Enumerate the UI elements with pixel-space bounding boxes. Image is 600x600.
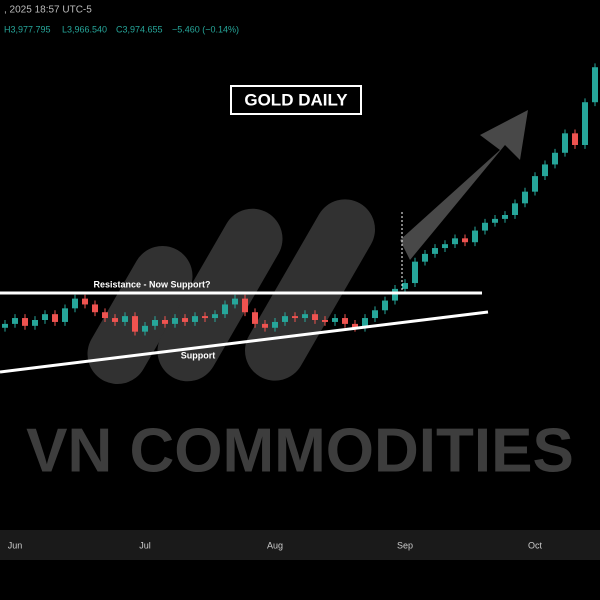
candle-body bbox=[252, 312, 258, 324]
candle-body bbox=[172, 318, 178, 324]
x-tick-label: Aug bbox=[267, 540, 283, 550]
candles bbox=[2, 63, 598, 336]
ohlc-close: C3,974.655 bbox=[116, 24, 163, 34]
candle-body bbox=[152, 320, 158, 326]
watermark: VN COMMODITIES bbox=[26, 416, 574, 485]
candle-body bbox=[12, 318, 18, 324]
candle-body bbox=[432, 248, 438, 254]
candle-body bbox=[442, 244, 448, 249]
candle-body bbox=[302, 314, 308, 319]
candle-body bbox=[562, 133, 568, 153]
candle-body bbox=[112, 318, 118, 322]
candle-body bbox=[132, 316, 138, 332]
x-axis-bar bbox=[0, 530, 600, 560]
candle-body bbox=[542, 164, 548, 177]
candle-body bbox=[242, 298, 248, 313]
candle-body bbox=[2, 323, 8, 328]
x-tick-label: Oct bbox=[528, 540, 543, 550]
candle-body bbox=[292, 316, 298, 319]
annotation: Resistance - Now Support? bbox=[93, 279, 210, 289]
candle-body bbox=[62, 308, 68, 322]
candle-body bbox=[222, 304, 228, 315]
candle-body bbox=[352, 323, 358, 328]
candle-body bbox=[212, 314, 218, 319]
candle-body bbox=[532, 176, 538, 192]
chart-title: GOLD DAILY bbox=[244, 90, 348, 109]
candle-body bbox=[482, 222, 488, 231]
title-box bbox=[230, 85, 362, 115]
candle-body bbox=[382, 300, 388, 311]
candle-body bbox=[362, 318, 368, 328]
candle-body bbox=[232, 298, 238, 305]
candle-body bbox=[32, 320, 38, 326]
candle-body bbox=[282, 316, 288, 322]
candle-body bbox=[162, 320, 168, 324]
candle-body bbox=[372, 310, 378, 319]
candle-body bbox=[272, 321, 278, 328]
candle-body bbox=[322, 320, 328, 322]
candle-body bbox=[342, 318, 348, 324]
x-tick-label: Jun bbox=[8, 540, 23, 550]
candle-body bbox=[452, 238, 458, 245]
candle-body bbox=[332, 318, 338, 322]
candle-body bbox=[392, 288, 398, 301]
candle-body bbox=[22, 318, 28, 326]
candle-body bbox=[412, 261, 418, 284]
candle-body bbox=[202, 316, 208, 319]
candle-body bbox=[72, 298, 78, 309]
candle-body bbox=[512, 203, 518, 215]
annotation: Support bbox=[181, 350, 216, 360]
candle-body bbox=[422, 253, 428, 262]
candle-body bbox=[492, 218, 498, 223]
candle-body bbox=[92, 304, 98, 313]
ohlc-low: L3,966.540 bbox=[62, 24, 107, 34]
candle-body bbox=[122, 316, 128, 322]
candle-body bbox=[52, 314, 58, 322]
support-line bbox=[0, 310, 489, 374]
candle-body bbox=[522, 191, 528, 204]
candle-body bbox=[582, 102, 588, 145]
trend-arrow bbox=[400, 110, 528, 260]
candle-body bbox=[142, 325, 148, 332]
candle-body bbox=[402, 283, 408, 289]
ohlc-change: −5.460 (−0.14%) bbox=[172, 24, 239, 34]
candle-body bbox=[502, 215, 508, 219]
candle-body bbox=[462, 238, 468, 243]
x-tick-label: Jul bbox=[139, 540, 151, 550]
ohlc-high: H3,977.795 bbox=[4, 24, 51, 34]
watermark-logo bbox=[87, 199, 375, 384]
x-tick-label: Sep bbox=[397, 540, 413, 550]
timestamp: , 2025 18:57 UTC-5 bbox=[4, 5, 92, 16]
candle-body bbox=[262, 323, 268, 328]
candle-body bbox=[312, 314, 318, 320]
candle-body bbox=[552, 152, 558, 165]
candle-body bbox=[472, 230, 478, 243]
candle-body bbox=[42, 314, 48, 320]
candle-body bbox=[192, 316, 198, 322]
candle-body bbox=[592, 67, 598, 103]
candle-body bbox=[102, 312, 108, 319]
candle-body bbox=[182, 318, 188, 322]
candle-body bbox=[572, 133, 578, 145]
candle-body bbox=[82, 298, 88, 305]
